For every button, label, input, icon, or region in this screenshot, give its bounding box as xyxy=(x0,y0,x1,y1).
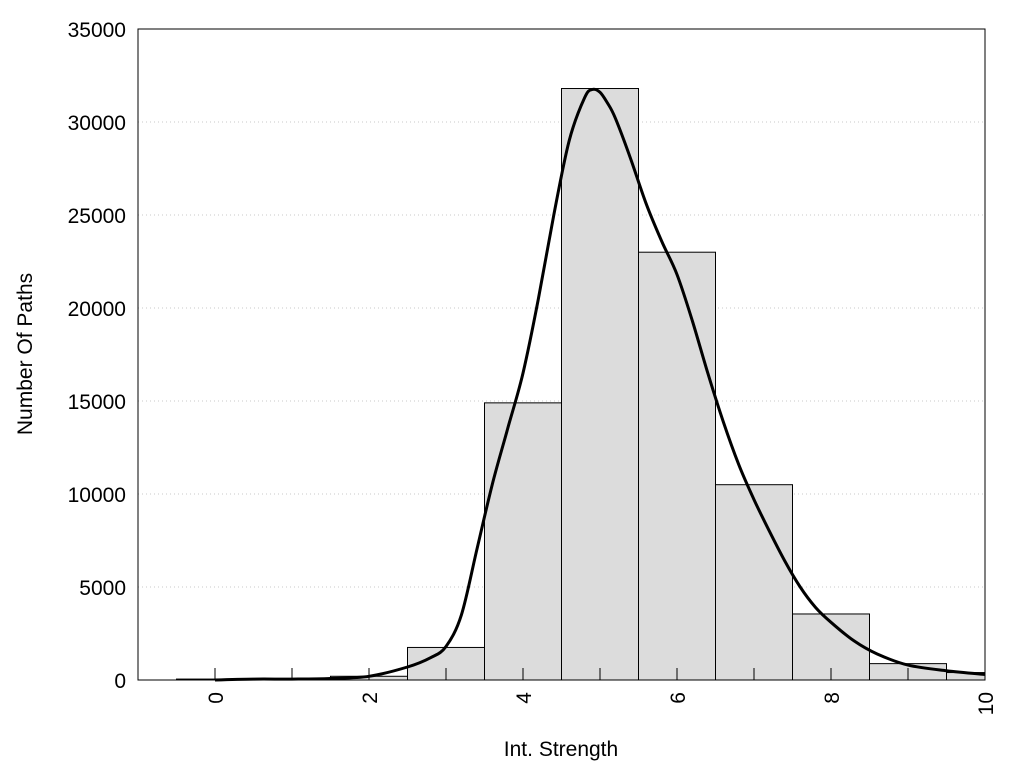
histogram-bars xyxy=(176,88,986,681)
y-tick-label: 5000 xyxy=(79,577,126,600)
x-tick-label: 4 xyxy=(513,692,536,704)
x-tick-label: 2 xyxy=(359,692,382,704)
y-tick-label: 15000 xyxy=(68,391,126,414)
y-axis-ticks: 0 5000 10000 15000 20000 25000 30000 35000 xyxy=(68,19,126,693)
histogram-bar xyxy=(561,88,639,681)
y-tick-label: 10000 xyxy=(68,484,126,507)
x-tick-label: 6 xyxy=(667,692,690,704)
histogram-bar xyxy=(638,251,716,681)
plot-frame xyxy=(137,28,986,681)
x-tick-label: 10 xyxy=(975,692,998,715)
x-axis-title: Int. Strength xyxy=(504,738,618,761)
y-tick-label: 25000 xyxy=(68,205,126,228)
histogram-bar xyxy=(484,402,562,681)
x-tick-label: 8 xyxy=(821,692,844,704)
y-tick-label: 20000 xyxy=(68,298,126,321)
density-curve-group xyxy=(214,87,986,682)
y-tick-label: 35000 xyxy=(68,19,126,42)
y-tick-label: 0 xyxy=(114,670,126,693)
histogram-bar xyxy=(715,484,793,681)
y-tick-label: 30000 xyxy=(68,112,126,135)
x-tick-label: 0 xyxy=(205,692,228,704)
density-curve xyxy=(214,87,986,682)
y-axis-title: Number Of Paths xyxy=(14,273,37,435)
x-axis-ticks: 0 2 4 6 8 10 xyxy=(205,668,998,715)
